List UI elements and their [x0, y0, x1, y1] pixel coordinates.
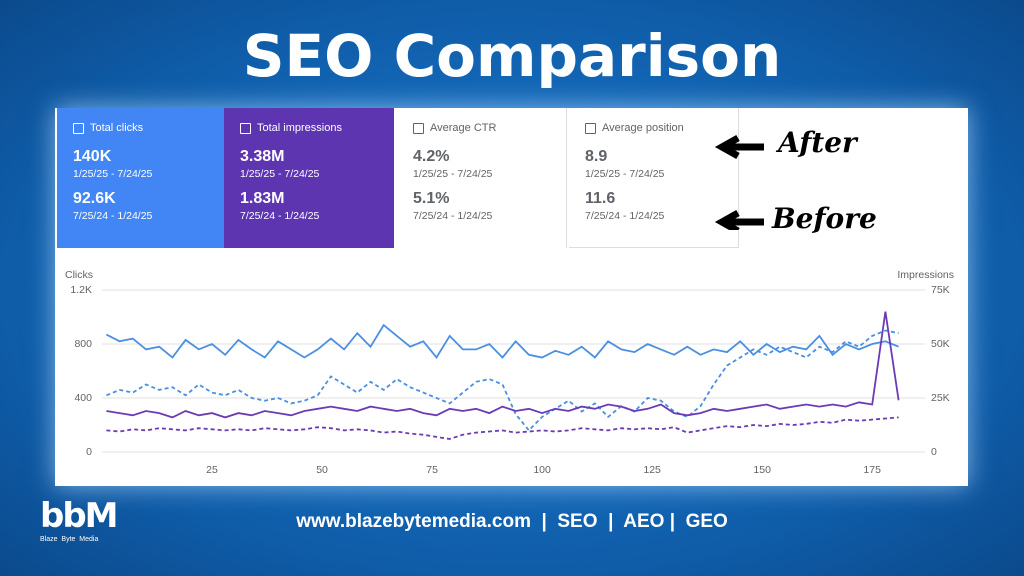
x-tick-label: 150 — [753, 464, 771, 476]
after-value: 4.2% — [413, 148, 450, 165]
after-range: 1/25/25 - 7/24/25 — [413, 168, 493, 180]
metric-card: Average CTR 4.2% 1/25/25 - 7/24/25 5.1% 7/25… — [397, 108, 567, 248]
after-value: 8.9 — [585, 148, 608, 165]
series-line — [106, 329, 899, 432]
after-label: After — [778, 126, 857, 159]
card-label: Average position — [602, 122, 684, 134]
checkbox — [413, 122, 424, 134]
after-range: 1/25/25 - 7/24/25 — [73, 168, 153, 180]
before-range: 7/25/24 - 1/24/25 — [585, 210, 665, 222]
checkbox — [585, 122, 596, 134]
arrows — [714, 134, 764, 230]
footer: www.blazebytemedia.com | SEO | AEO | GEO — [296, 511, 728, 532]
checkbox — [240, 122, 251, 134]
y2-axis-title: Impressions — [897, 269, 954, 281]
before-value: 11.6 — [585, 190, 616, 207]
logo-mark: bbM — [40, 496, 119, 536]
metric-card: Total clicks 140K 1/25/25 - 7/24/25 92.6K 7/… — [57, 108, 227, 248]
console-panel: Total clicks 140K 1/25/25 - 7/24/25 92.6K 7/… — [55, 108, 968, 486]
y2-tick-label: 25K — [931, 392, 950, 404]
x-tick-label: 125 — [643, 464, 661, 476]
logo-caption: Blaze Byte Media — [40, 536, 99, 543]
before-range: 7/25/24 - 1/24/25 — [413, 210, 493, 222]
y2-tick-label: 75K — [931, 284, 950, 296]
y-axis-title: Clicks — [65, 269, 93, 281]
before-label: Before — [772, 202, 877, 235]
series-line — [106, 311, 900, 419]
series-line — [106, 416, 899, 440]
chart: Clicks Impressions 0 400 800 1.2K 0 25K 50K 75K 25… — [65, 269, 954, 476]
x-tick-label: 100 — [533, 464, 551, 476]
card-label: Total impressions — [257, 122, 342, 134]
card-label-row: Total clicks — [73, 122, 211, 134]
x-tick-label: 50 — [316, 464, 328, 476]
after-value: 140K — [73, 148, 112, 165]
y2-tick-label: 50K — [931, 338, 950, 350]
y-tick-label: 400 — [74, 392, 92, 404]
before-value: 1.83M — [240, 190, 285, 207]
after-value: 3.38M — [240, 148, 285, 165]
x-tick-label: 175 — [863, 464, 881, 476]
x-tick-label: 25 — [206, 464, 218, 476]
series-line — [105, 323, 899, 360]
title: SEO Comparison — [242, 22, 782, 90]
metric-card: Total impressions 3.38M 1/25/25 - 7/24/25 1… — [224, 108, 394, 248]
y-tick-label: 800 — [74, 338, 92, 350]
metric-card: Average position 8.9 1/25/25 - 7/24/25 11.6… — [569, 108, 739, 248]
y-tick-label: 1.2K — [70, 284, 92, 296]
y2-tick-label: 0 — [931, 446, 937, 458]
card-label-row: Average CTR — [413, 122, 550, 134]
x-tick-label: 75 — [426, 464, 438, 476]
before-value: 5.1% — [413, 190, 450, 207]
after-range: 1/25/25 - 7/24/25 — [585, 168, 665, 180]
y-tick-label: 0 — [86, 446, 92, 458]
arrow — [714, 209, 764, 230]
logo: bbM — [40, 496, 119, 536]
before-value: 92.6K — [73, 190, 116, 207]
after-range: 1/25/25 - 7/24/25 — [240, 168, 320, 180]
arrow — [714, 134, 764, 160]
card-label: Average CTR — [430, 122, 497, 134]
checkbox — [73, 122, 84, 134]
card-label-row: Average position — [585, 122, 722, 134]
card-label: Total clicks — [90, 122, 144, 134]
before-range: 7/25/24 - 1/24/25 — [240, 210, 320, 222]
before-range: 7/25/24 - 1/24/25 — [73, 210, 153, 222]
card-label-row: Total impressions — [240, 122, 378, 134]
